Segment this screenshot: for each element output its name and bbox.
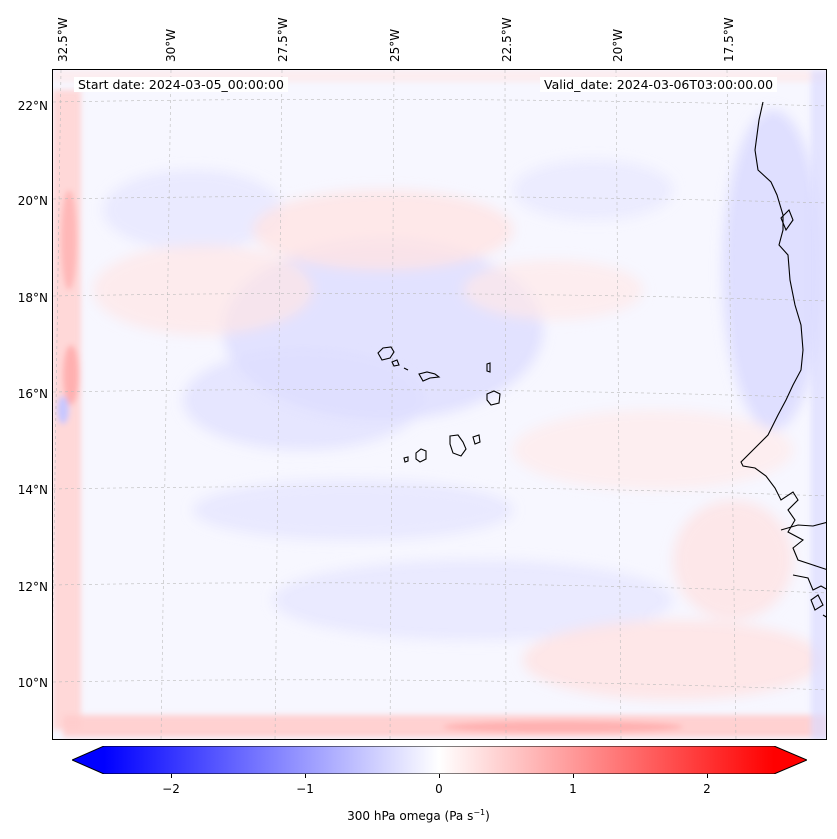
graticule <box>53 70 826 739</box>
lon-label-30W: 30°W <box>164 28 178 62</box>
lon-label-22.5W: 22.5°W <box>500 17 514 62</box>
cb-tick-label: −1 <box>296 782 314 796</box>
colorbar <box>70 745 809 775</box>
colorbar-label: 300 hPa omega (Pa s−1) <box>0 808 837 823</box>
colorbar-svg <box>70 745 809 775</box>
colorbar-max-extension <box>774 746 807 774</box>
blue-blob <box>103 170 283 250</box>
parallel-10N <box>53 679 826 691</box>
island-sao-nicolau <box>418 371 441 382</box>
island-santo-antao <box>377 346 395 361</box>
blue-blob <box>193 480 513 540</box>
parallel-16N <box>53 389 826 399</box>
west-boundary-peak <box>63 345 79 405</box>
meridian-20W <box>615 70 622 739</box>
parallel-14N <box>53 486 826 497</box>
coast-guinea-bissau <box>792 574 826 618</box>
blue-blob <box>183 350 423 450</box>
lat-label-16N: 16°N <box>17 387 48 401</box>
red-blob <box>253 190 513 270</box>
cb-tickmark <box>439 774 440 778</box>
island-brava <box>403 456 409 463</box>
cb-tick-label: 0 <box>435 782 443 796</box>
south-boundary-peak <box>443 721 683 733</box>
blue-blob <box>723 110 823 430</box>
lat-label-20N: 20°N <box>17 194 48 208</box>
island-maio <box>472 434 481 445</box>
meridian-30W <box>160 70 172 739</box>
blue-blob <box>513 160 673 220</box>
lat-label-10N: 10°N <box>17 676 48 690</box>
cb-tickmark <box>171 774 172 778</box>
lon-label-27.5W: 27.5°W <box>276 17 290 62</box>
cb-tick-label: 2 <box>703 782 711 796</box>
map-frame <box>52 69 827 740</box>
parallel-22N <box>53 98 826 107</box>
meridian-22.5W <box>504 70 507 739</box>
start-date-label: Start date: 2024-03-05_00:00:00 <box>74 77 288 92</box>
island-sao-vicente <box>391 359 400 367</box>
meridian-17.5W <box>726 70 737 739</box>
island-santa-luzia <box>403 367 409 371</box>
omega-field-map <box>53 70 826 739</box>
colorbar-label-text: 300 hPa omega (Pa s <box>347 809 474 823</box>
red-blob <box>463 260 643 320</box>
lat-label-22N: 22°N <box>17 99 48 113</box>
island-sal <box>486 362 491 373</box>
red-blob <box>513 410 793 490</box>
cb-tickmark <box>573 774 574 778</box>
coast-cape-blanc-detail <box>780 209 794 232</box>
island-fogo <box>415 448 427 463</box>
red-blob <box>93 245 313 335</box>
red-blob <box>523 620 823 700</box>
cape-verde-islands <box>377 346 501 463</box>
lon-label-20W: 20°W <box>611 28 625 62</box>
meridian-25W <box>389 70 395 739</box>
lon-label-17.5W: 17.5°W <box>722 17 736 62</box>
parallel-18N <box>53 293 826 302</box>
boundary-strips <box>53 70 826 739</box>
coast-gambia <box>780 521 826 531</box>
cb-tickmark <box>305 774 306 778</box>
west-boundary-peak <box>61 190 77 290</box>
lon-label-25W: 25°W <box>388 28 402 62</box>
lat-label-14N: 14°N <box>17 483 48 497</box>
lat-label-12N: 12°N <box>17 580 48 594</box>
island-santiago <box>449 434 467 457</box>
colorbar-label-exponent: −1 <box>473 808 486 817</box>
colorbar-label-suffix: ) <box>485 809 490 823</box>
east-boundary <box>811 70 826 739</box>
cb-tick-label: −2 <box>162 782 180 796</box>
blue-blob <box>273 560 673 640</box>
parallel-12N <box>53 582 826 594</box>
lon-label-32.5W: 32.5°W <box>56 17 70 62</box>
west-boundary-trough <box>57 396 69 424</box>
cb-tick-label: 1 <box>569 782 577 796</box>
field-blobs <box>93 110 823 700</box>
valid-date-label: Valid_date: 2024-03-06T03:00:00.00 <box>540 77 778 92</box>
cb-tickmark <box>707 774 708 778</box>
colorbar-min-extension <box>72 746 104 774</box>
island-boa-vista <box>486 390 501 406</box>
coast-mauritania-senegal <box>740 101 826 570</box>
meridian-27.5W <box>274 70 283 739</box>
red-blob <box>673 500 793 620</box>
africa-coastline <box>740 101 826 618</box>
colorbar-gradient <box>104 746 774 774</box>
lat-label-18N: 18°N <box>17 291 48 305</box>
parallel-20N <box>53 195 826 204</box>
